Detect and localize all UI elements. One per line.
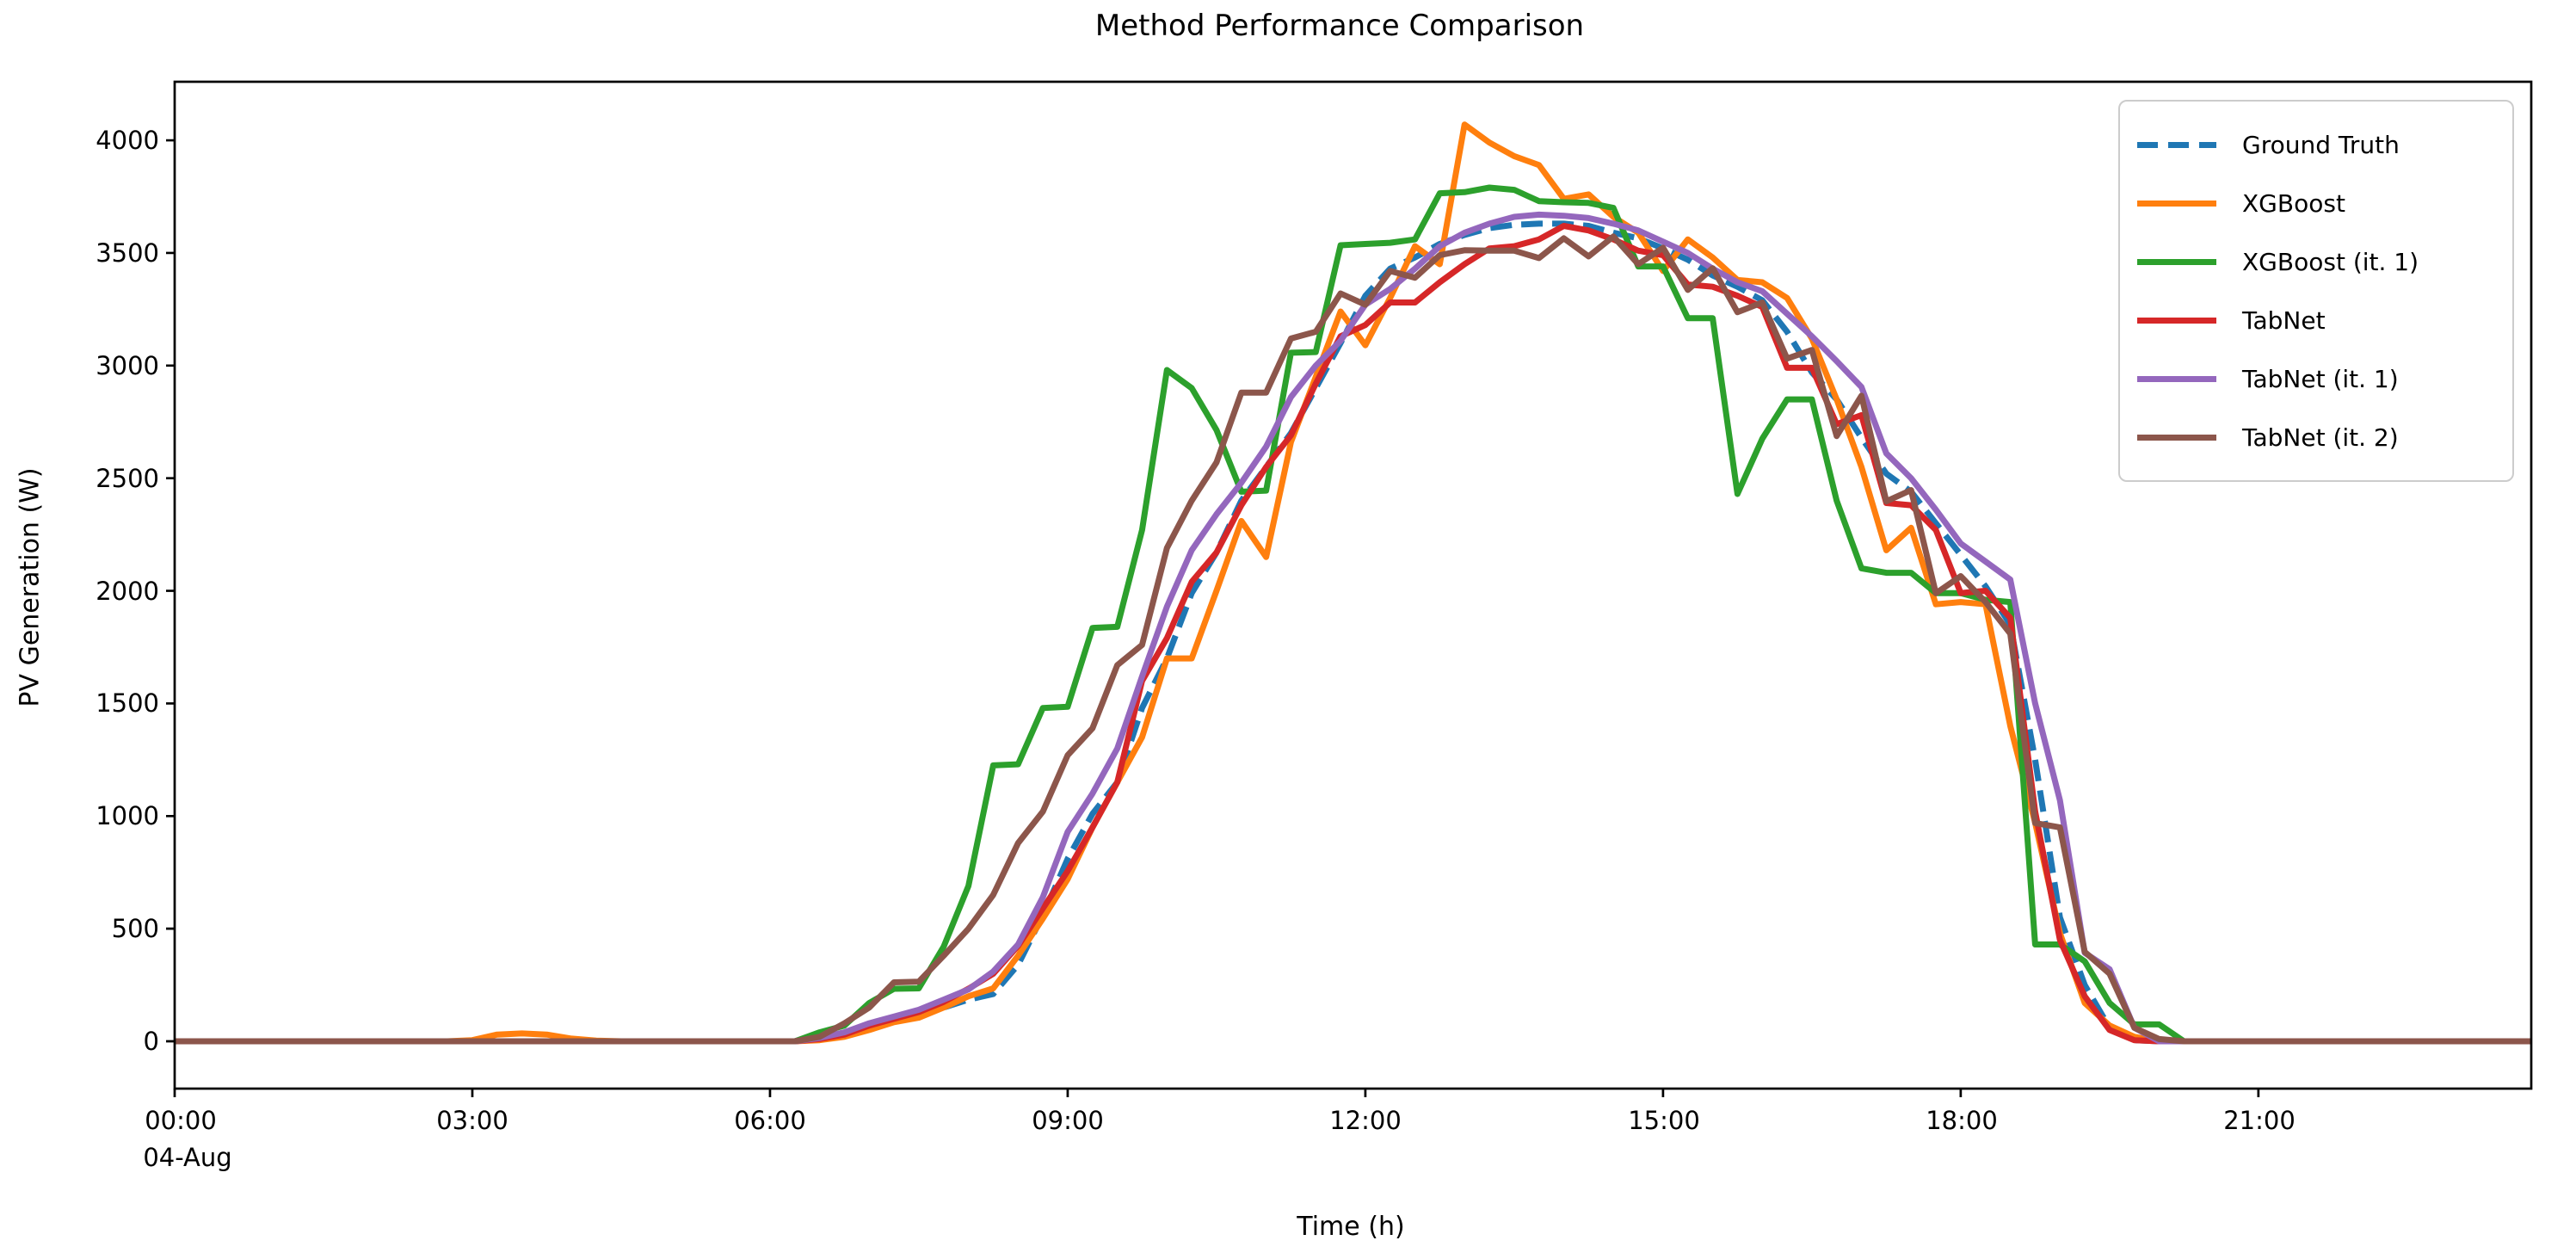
tick-marks — [166, 139, 2260, 1097]
x-tick-label: 03:00 — [436, 1106, 508, 1135]
legend-line-swatch-dashed — [2137, 141, 2216, 148]
legend-line-swatch — [2137, 317, 2216, 324]
y-tick-label: 3500 — [96, 238, 159, 268]
axis-ticks — [166, 139, 2260, 1097]
x-tick-label: 12:00 — [1329, 1106, 1402, 1135]
x-tick-label: 09:00 — [1032, 1106, 1104, 1135]
axes-box — [173, 80, 2533, 1090]
x-tick-label: 21:00 — [2223, 1106, 2296, 1135]
x-tick-label: 18:00 — [1926, 1106, 1998, 1135]
legend-line-swatch — [2137, 434, 2216, 441]
legend-item-ground-truth: Ground Truth — [2137, 115, 2495, 174]
legend-label: TabNet (it. 1) — [2242, 364, 2399, 393]
chart-title: Method Performance Comparison — [0, 9, 2576, 43]
legend-label: TabNet (it. 2) — [2242, 423, 2399, 452]
y-tick-label: 2500 — [96, 464, 159, 493]
legend-line-swatch — [2137, 258, 2216, 265]
y-tick-label: 3000 — [96, 351, 159, 380]
legend-item-tabnet-it1: TabNet (it. 1) — [2137, 349, 2495, 408]
legend-item-tabnet: TabNet — [2137, 291, 2495, 349]
legend-item-tabnet-it2: TabNet (it. 2) — [2137, 408, 2495, 466]
legend-line-swatch — [2137, 200, 2216, 207]
legend-label: Ground Truth — [2242, 130, 2400, 159]
y-tick-labels: 0 500 1000 1500 2000 2500 3000 3500 4000 — [96, 126, 159, 1056]
chart-title-text: Method Performance Comparison — [1094, 9, 1585, 43]
y-tick-label: 4000 — [96, 126, 159, 155]
y-tick-label: 0 — [144, 1027, 159, 1056]
legend-label: TabNet — [2242, 305, 2326, 335]
legend-label: XGBoost (it. 1) — [2242, 247, 2419, 276]
y-axis-title: PV Generation (W) — [15, 467, 46, 707]
x-axis-date-sublabel: 04-Aug — [143, 1143, 231, 1172]
x-axis-title: Time (h) — [1297, 1212, 1405, 1242]
x-tick-label: 00:00 — [145, 1106, 217, 1135]
x-tick-label: 15:00 — [1628, 1106, 1700, 1135]
y-tick-label: 1500 — [96, 688, 159, 718]
legend-item-xgboost: XGBoost — [2137, 174, 2495, 232]
legend-line-swatch — [2137, 375, 2216, 382]
x-tick-label: 06:00 — [734, 1106, 806, 1135]
y-tick-label: 500 — [112, 914, 159, 943]
series-lines — [175, 121, 2531, 1045]
y-tick-label: 1000 — [96, 801, 159, 830]
legend: Ground Truth XGBoost XGBoost (it. 1) Tab… — [2118, 100, 2514, 482]
x-tick-labels: 00:00 03:00 06:00 09:00 12:00 15:00 18:0… — [143, 1106, 2295, 1172]
series-line-tabnet-it-2- — [175, 233, 2531, 1045]
legend-label: XGBoost — [2242, 188, 2345, 218]
legend-item-xgboost-it1: XGBoost (it. 1) — [2137, 232, 2495, 291]
y-tick-label: 2000 — [96, 577, 159, 606]
